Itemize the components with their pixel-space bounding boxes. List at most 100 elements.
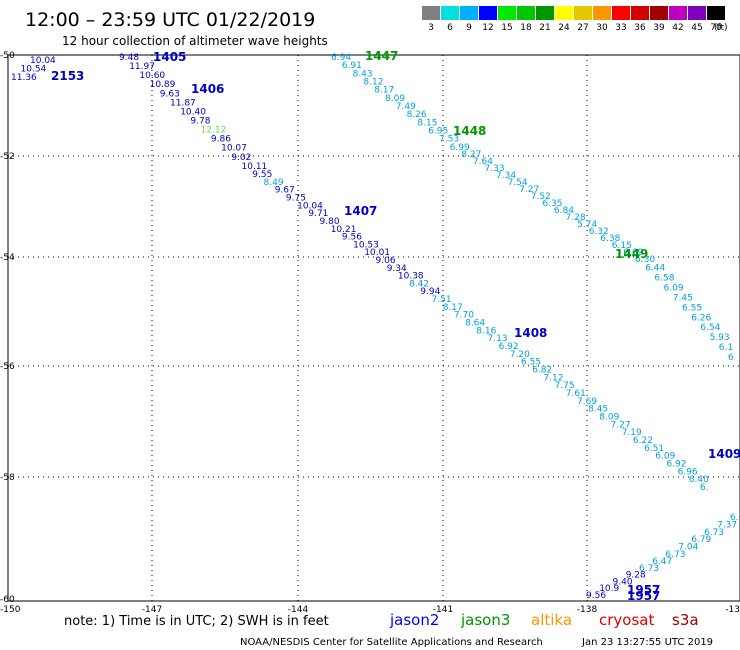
legend-swatch: [574, 6, 592, 20]
wave-height-value: 7.52: [531, 192, 551, 202]
legend-swatch: [517, 6, 535, 20]
satellite-legend-altika: altika: [531, 611, 572, 629]
wave-height-value: 7.34: [496, 171, 516, 181]
wave-height-value: 9.56: [586, 591, 606, 601]
wave-height-value: 10.38: [398, 272, 424, 282]
wave-height-value: 6.22: [633, 436, 653, 446]
legend-swatch: [441, 6, 459, 20]
longitude-tick-label: -13: [725, 605, 740, 615]
wave-height-value: 10.60: [139, 71, 165, 81]
graticule: [8, 55, 740, 601]
legend-bin-label: 18: [520, 23, 532, 33]
legend-swatch: [498, 6, 516, 20]
latitude-tick-label: -58: [0, 473, 15, 483]
pass-time-label: 1957: [627, 583, 660, 597]
legend-bin-label: 36: [634, 23, 646, 33]
wave-height-value: 6.84: [554, 206, 574, 216]
pass-time-labels: 2153 1405 1406 1407 1408 1409 1447 1448 1449 1957…: [51, 49, 740, 603]
latitude-tick-label: -56: [0, 362, 15, 372]
legend-bin-label: 45: [691, 23, 702, 33]
wave-height-value: 6.76: [730, 513, 740, 523]
wave-height-value: 9.78: [190, 117, 210, 127]
legend-bin-label: 3: [428, 23, 434, 33]
satellite-legend-cryosat: cryosat: [599, 611, 654, 629]
legend-bin-label: 24: [558, 23, 570, 33]
map-title: 12:00 – 23:59 UTC 01/22/2019: [25, 9, 315, 31]
wave-height-value: 9.80: [320, 217, 340, 227]
legend-swatch: [479, 6, 497, 20]
legend-bin-label: 33: [615, 23, 626, 33]
longitude-labels: -150 -147 -144 -141 -138 -13: [0, 605, 740, 615]
legend-bin-label: 30: [596, 23, 608, 33]
footer-credit: NOAA/NESDIS Center for Satellite Applica…: [240, 637, 543, 648]
wave-height-value: 6.38: [600, 234, 620, 244]
wave-height-value: 9.56: [342, 233, 362, 243]
wave-height-value: 9.63: [160, 89, 180, 99]
wave-height-value: 8.12: [363, 78, 383, 88]
legend-swatch: [536, 6, 554, 20]
footer-timestamp: Jan 23 13:27:55 UTC 2019: [581, 637, 713, 648]
wave-height-value: 6.58: [654, 274, 674, 284]
wave-height-value: 6.40: [689, 475, 709, 485]
wave-height-value: 7.54: [508, 178, 528, 188]
wave-height-value: 9.02: [231, 153, 251, 163]
wave-height-value: 7.28: [566, 213, 586, 223]
wave-height-value: 10.9: [599, 584, 619, 594]
wave-height-value: 7.45: [673, 293, 693, 303]
wave-height-value: 6.44: [645, 264, 665, 274]
wave-height-value: 8.42: [409, 279, 429, 289]
legend-bin-label: 42: [672, 23, 683, 33]
wave-height-value: 9.06: [376, 256, 396, 266]
satellite-legend: jason2 jason3 altika cryosat s3a: [389, 611, 699, 629]
wave-height-value: 8.17: [443, 303, 463, 313]
wave-height-value: 10.11: [242, 162, 268, 172]
legend-swatch: [631, 6, 649, 20]
legend-bin-label: 27: [577, 23, 588, 33]
color-scale-legend: 3 6 9 12 15 18 21 24 27 30 33 36 39 42 45 70: [422, 6, 725, 33]
pass-time-label: 1447: [365, 49, 398, 63]
wave-height-value: 7.70: [454, 311, 474, 321]
wave-height-value: 6.94: [331, 53, 351, 63]
wave-height-value: 6.95: [428, 127, 448, 137]
wave-height-value: 6.69: [623, 248, 643, 258]
wave-height-value: 8.09: [599, 413, 619, 423]
wave-height-value: 8.27: [461, 150, 481, 160]
legend-swatch: [593, 6, 611, 20]
wave-height-value: 8.17: [374, 86, 394, 96]
wave-height-value: 6.92: [499, 342, 519, 352]
wave-height-value: 6.15: [612, 241, 632, 251]
legend-bin-label: 6: [447, 23, 453, 33]
wave-height-value: 6.92: [666, 460, 686, 470]
wave-height-value: 9.48: [119, 53, 139, 63]
latitude-tick-label: -54: [0, 253, 15, 263]
wave-height-value: 6.09: [655, 452, 675, 462]
wave-height-value: 8.16: [476, 326, 496, 336]
map-subtitle: 12 hour collection of altimeter wave hei…: [62, 34, 328, 48]
wave-height-value: 9.86: [211, 135, 231, 145]
wave-height-value: 10.54: [21, 65, 47, 75]
wave-height-value: 6.55: [521, 358, 541, 368]
legend-swatch: [612, 6, 630, 20]
wave-height-value: 12.12: [201, 126, 227, 136]
longitude-tick-label: -138: [577, 605, 598, 615]
wave-height-value: 9.55: [252, 170, 272, 180]
wave-height-value: 9.28: [626, 571, 646, 581]
pass-time-label: 1957: [627, 589, 660, 603]
satellite-legend-jason2: jason2: [389, 611, 439, 629]
wave-height-value: 7.53: [439, 135, 459, 145]
wave-height-value: 6.54: [700, 323, 720, 333]
wave-height-value: 7.27: [519, 185, 539, 195]
legend-bin-label: 9: [466, 23, 472, 33]
wave-height-value: 6.09: [664, 284, 684, 294]
pass-time-label: 1407: [344, 204, 377, 218]
wave-height-value: 7.04: [678, 543, 698, 553]
wave-height-value: 10.89: [150, 80, 176, 90]
wave-height-value: 9.94: [420, 287, 440, 297]
wave-height-value: 6.1: [719, 343, 733, 353]
wave-height-value: 6.82: [532, 366, 552, 376]
satellite-legend-jason3: jason3: [460, 611, 510, 629]
wave-height-value: 7.61: [566, 389, 586, 399]
wave-height-value: 8.49: [264, 178, 284, 188]
wave-height-value: 11.36: [11, 73, 37, 83]
